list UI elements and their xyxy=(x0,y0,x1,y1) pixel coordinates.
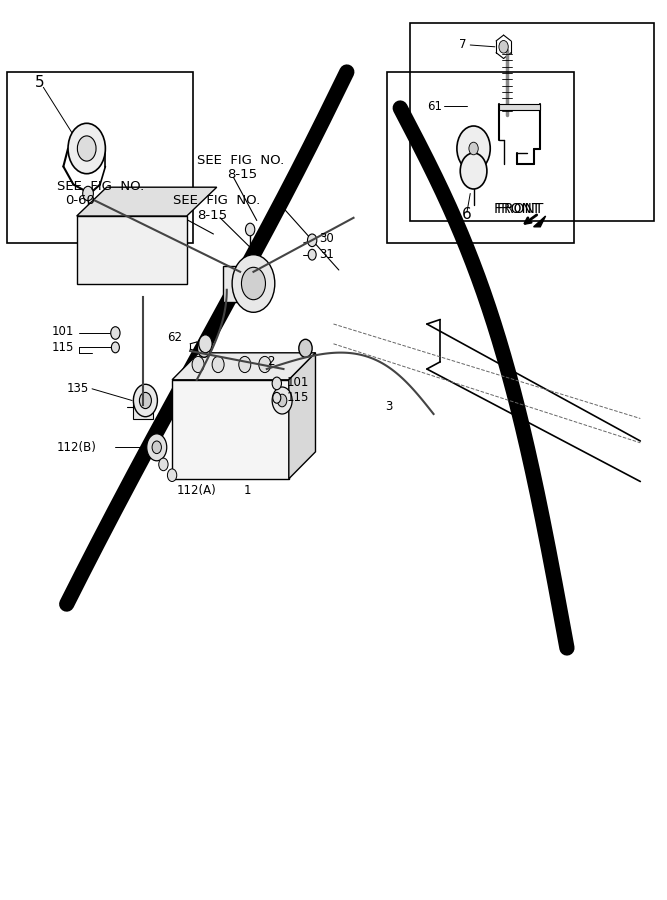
Circle shape xyxy=(277,394,287,407)
Circle shape xyxy=(133,384,157,417)
Circle shape xyxy=(147,434,167,461)
Circle shape xyxy=(111,342,119,353)
Text: 1: 1 xyxy=(243,484,251,497)
Circle shape xyxy=(457,126,490,171)
Text: 7: 7 xyxy=(459,39,466,51)
Polygon shape xyxy=(499,104,540,110)
Circle shape xyxy=(77,136,96,161)
Circle shape xyxy=(241,267,265,300)
Polygon shape xyxy=(172,380,289,479)
Text: 135: 135 xyxy=(67,382,89,395)
Text: FRONT: FRONT xyxy=(494,202,541,216)
Circle shape xyxy=(307,234,317,247)
Circle shape xyxy=(469,142,478,155)
Bar xyxy=(133,396,153,418)
Text: 8-15: 8-15 xyxy=(227,168,257,181)
Text: 2: 2 xyxy=(267,356,274,368)
Circle shape xyxy=(273,392,281,403)
Bar xyxy=(410,22,654,220)
Bar xyxy=(223,266,242,302)
Circle shape xyxy=(212,356,224,373)
Circle shape xyxy=(245,223,255,236)
Circle shape xyxy=(499,40,508,53)
Text: 115: 115 xyxy=(52,341,75,354)
Text: 30: 30 xyxy=(319,232,334,245)
Text: 8-15: 8-15 xyxy=(197,209,227,221)
Polygon shape xyxy=(172,353,315,380)
Text: 5: 5 xyxy=(35,76,44,90)
Circle shape xyxy=(308,249,316,260)
Circle shape xyxy=(111,327,120,339)
Circle shape xyxy=(83,186,93,201)
Text: 31: 31 xyxy=(319,248,334,261)
Polygon shape xyxy=(77,187,217,216)
Circle shape xyxy=(68,123,105,174)
Circle shape xyxy=(272,377,281,390)
Text: SEE  FIG  NO.: SEE FIG NO. xyxy=(197,154,284,166)
Text: 0-60: 0-60 xyxy=(65,194,95,207)
Polygon shape xyxy=(289,353,315,479)
Circle shape xyxy=(139,392,151,409)
Circle shape xyxy=(272,387,292,414)
Text: SEE  FIG  NO.: SEE FIG NO. xyxy=(173,194,261,207)
Circle shape xyxy=(239,356,251,373)
Text: 101: 101 xyxy=(287,376,309,389)
Text: 3: 3 xyxy=(386,400,393,413)
Text: 112(A): 112(A) xyxy=(177,484,217,497)
Text: 101: 101 xyxy=(52,325,75,338)
Circle shape xyxy=(152,441,161,454)
Text: 62: 62 xyxy=(167,331,181,344)
Text: 115: 115 xyxy=(287,392,309,404)
Text: 6: 6 xyxy=(462,207,472,221)
Text: SEE  FIG  NO.: SEE FIG NO. xyxy=(57,180,144,193)
Text: 112(B): 112(B) xyxy=(57,441,97,454)
Circle shape xyxy=(232,255,275,312)
Polygon shape xyxy=(77,216,187,284)
Circle shape xyxy=(199,335,212,353)
Bar xyxy=(7,72,193,243)
Bar xyxy=(387,72,574,243)
Circle shape xyxy=(460,153,487,189)
Polygon shape xyxy=(534,216,546,227)
Circle shape xyxy=(259,356,271,373)
Circle shape xyxy=(159,458,168,471)
Circle shape xyxy=(299,339,312,357)
Circle shape xyxy=(192,356,204,373)
Text: FRONT: FRONT xyxy=(497,202,544,216)
Circle shape xyxy=(197,339,211,357)
Text: 61: 61 xyxy=(427,100,442,112)
Circle shape xyxy=(167,469,177,482)
